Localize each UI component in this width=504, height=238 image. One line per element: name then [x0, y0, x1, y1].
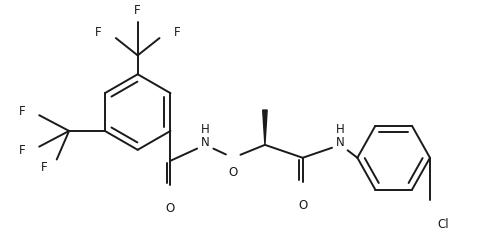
Text: F: F	[19, 144, 25, 157]
Text: Cl: Cl	[437, 218, 449, 231]
Text: O: O	[228, 166, 238, 179]
Text: N: N	[336, 136, 345, 149]
Text: F: F	[173, 26, 180, 39]
Polygon shape	[263, 110, 267, 145]
Text: F: F	[135, 4, 141, 17]
Text: F: F	[19, 104, 25, 118]
Text: O: O	[298, 198, 307, 212]
Text: N: N	[201, 136, 210, 149]
Text: F: F	[95, 26, 102, 39]
Text: H: H	[336, 123, 345, 136]
Text: H: H	[201, 123, 210, 136]
Text: F: F	[41, 161, 47, 174]
Text: O: O	[166, 202, 175, 214]
